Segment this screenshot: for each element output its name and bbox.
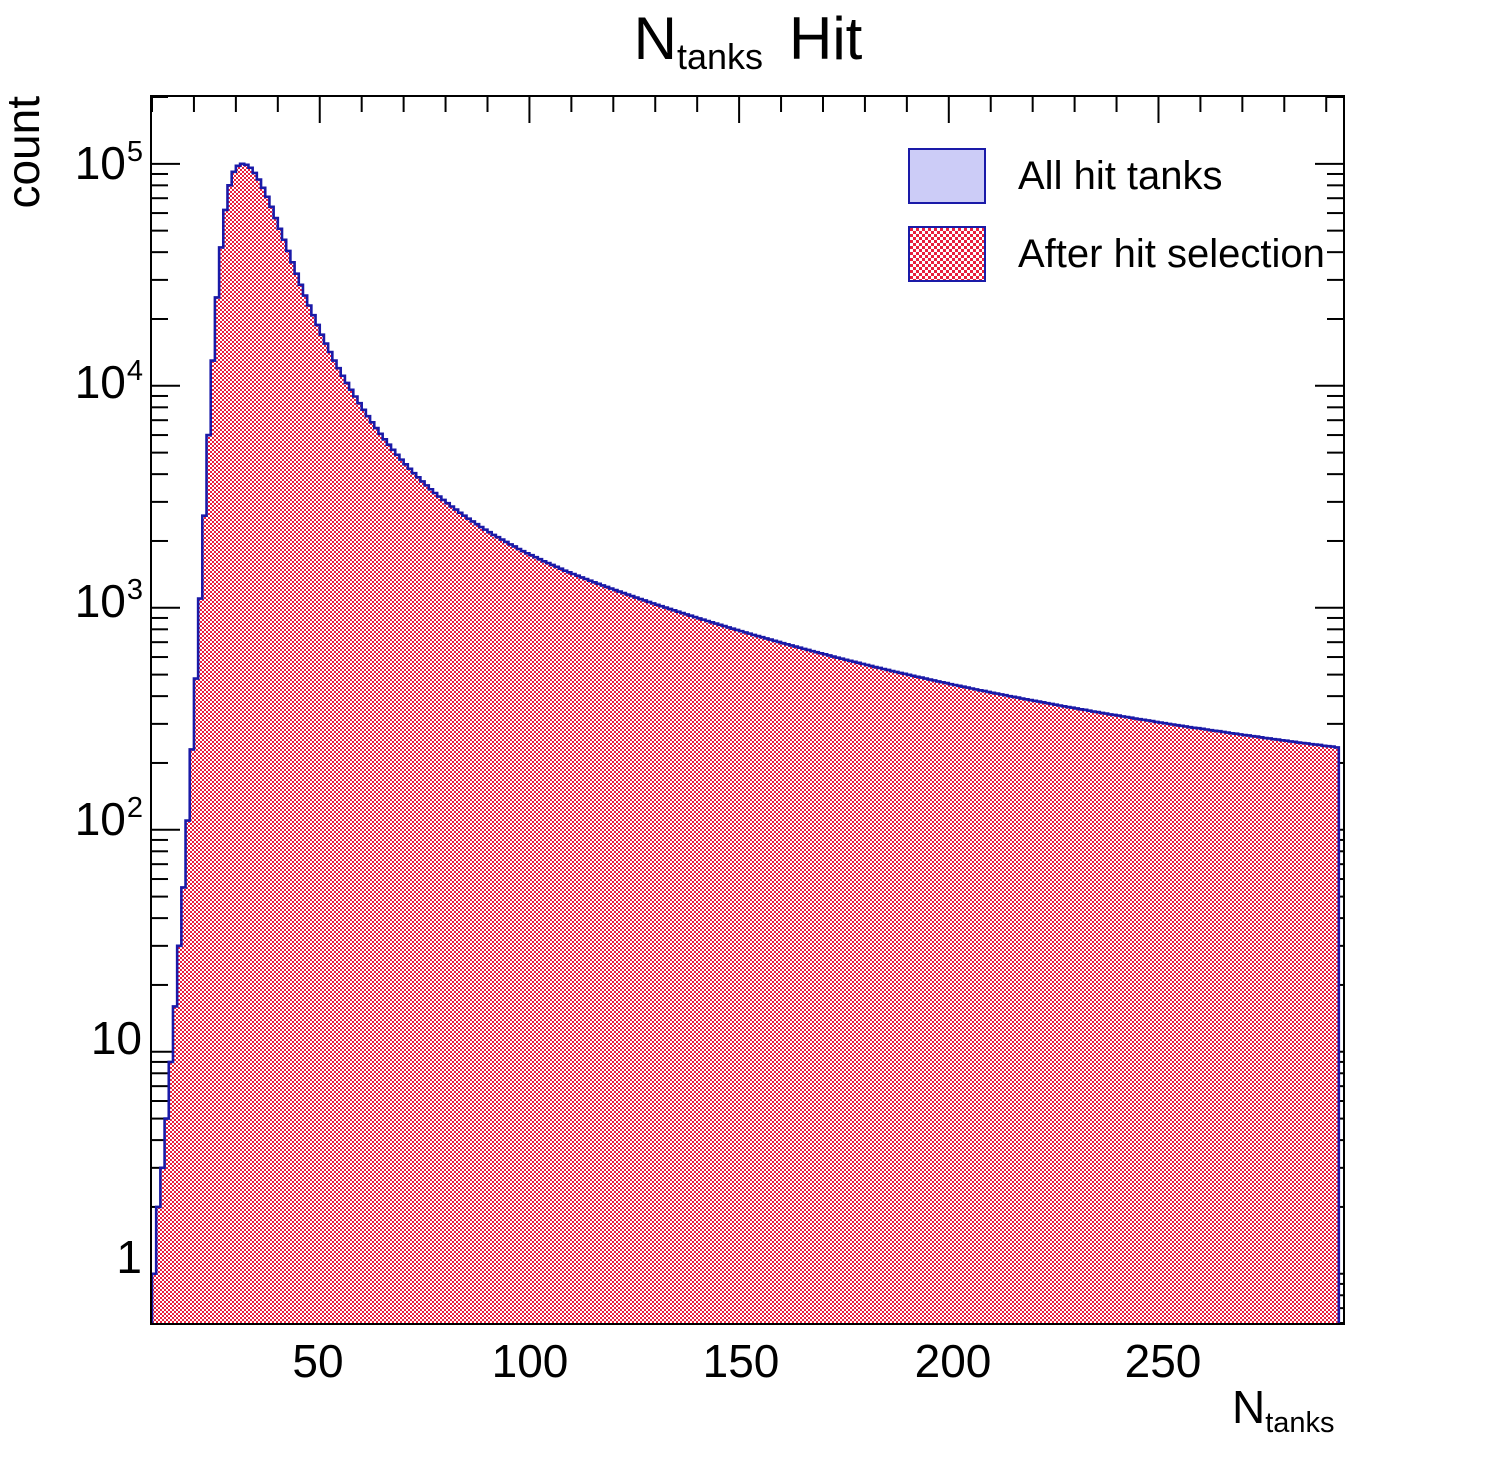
x-tick-label-250: 250 (1124, 1335, 1202, 1387)
x-axis-title-subscript: tanks (1265, 1407, 1335, 1439)
legend-swatch-all-hit-tanks (908, 148, 986, 204)
x-axis-title-main: N (1232, 1381, 1266, 1433)
legend-entry-after-hit-selection: After hit selection (908, 226, 1325, 282)
histogram-plot (152, 97, 1343, 1323)
y-tick-label-1: 1 (116, 1231, 142, 1283)
legend-label-after-hit-selection: After hit selection (1018, 232, 1325, 276)
y-tick-label-group: 105 104 103 102 10 1 (0, 0, 143, 1330)
y-tick-label-1e5: 105 (74, 136, 143, 189)
x-tick-label-100: 100 (491, 1335, 569, 1387)
legend-label-all-hit-tanks: All hit tanks (1018, 154, 1223, 198)
x-tick-label-50: 50 (292, 1335, 344, 1387)
histogram-after-hit-selection-outline (152, 162, 1341, 1323)
page-title: Ntanks Hit (0, 4, 1496, 77)
x-tick-label-200: 200 (914, 1335, 992, 1387)
x-tick-label-150: 150 (702, 1335, 780, 1387)
y-tick-label-1e4: 104 (74, 355, 143, 408)
legend-entry-all-hit-tanks: All hit tanks (908, 148, 1280, 204)
title-subscript: tanks (676, 36, 764, 77)
legend-swatch-after-hit-selection (908, 226, 986, 282)
x-axis-title: Ntanks (1232, 1380, 1335, 1439)
y-tick-label-1e3: 103 (74, 574, 143, 627)
legend: All hit tanks After hit selection (908, 148, 1325, 282)
title-suffix: Hit (789, 5, 863, 72)
title-main: N (633, 5, 677, 72)
y-tick-label-10: 10 (90, 1012, 142, 1064)
y-tick-label-1e2: 102 (74, 792, 143, 845)
histogram-after-hit-selection-fill (152, 163, 1339, 1323)
plot-frame (150, 95, 1345, 1325)
